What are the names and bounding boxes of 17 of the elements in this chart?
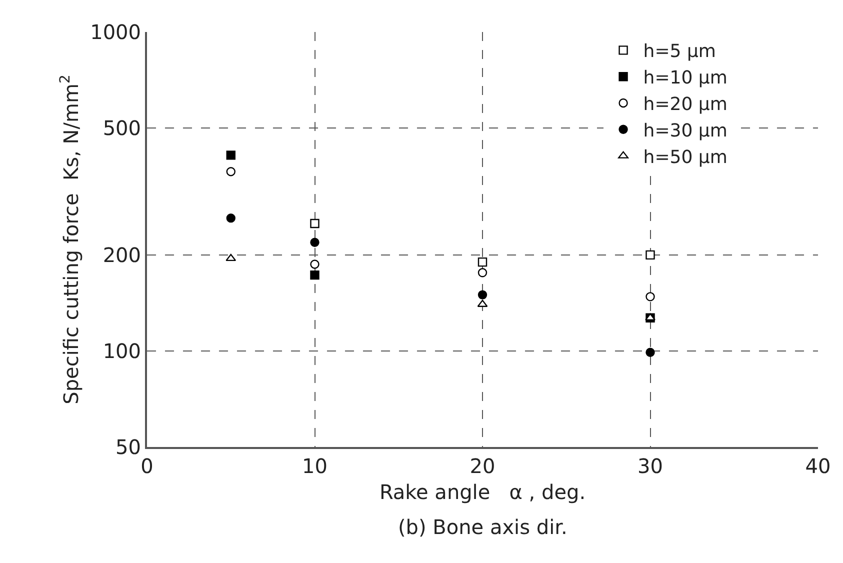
y-tick-label: 1000 — [90, 20, 141, 44]
y-tick-label: 50 — [116, 435, 141, 459]
legend-label: h=50 μm — [643, 146, 728, 168]
y-tick-label: 200 — [102, 242, 141, 267]
x-tick-label: 0 — [140, 454, 154, 478]
legend-label: h=10 μm — [643, 68, 728, 89]
y-tick-label: 500 — [102, 116, 141, 140]
x-tick-label: 10 — [302, 454, 328, 478]
legend-label: h=30 μm — [643, 120, 728, 142]
x-tick-label: 30 — [638, 454, 663, 478]
legend-label: h=20 μm — [643, 94, 728, 116]
x-axis-title: Rake angle α , deg. — [379, 480, 586, 504]
y-tick-label: 100 — [102, 338, 141, 363]
legend-label: h=5 μm — [643, 41, 716, 62]
x-tick-label: 40 — [805, 454, 831, 478]
x-tick-label: 20 — [470, 454, 496, 478]
text: (b) Bone axis dir. — [398, 515, 568, 539]
